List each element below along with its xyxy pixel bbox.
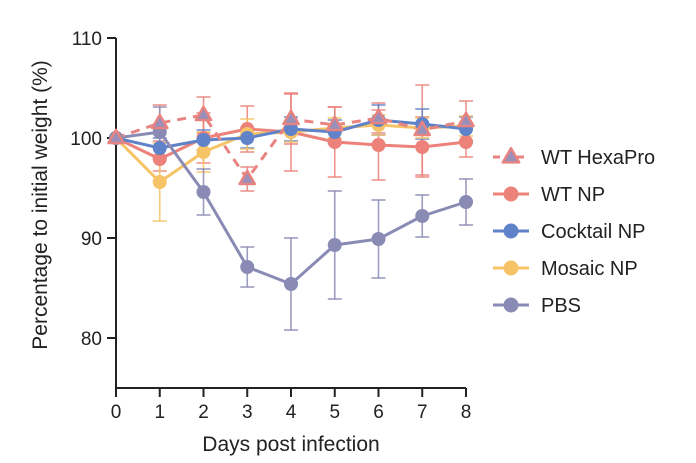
x-tick-label-4: 4 [286, 402, 297, 423]
point-wt-hexapro-3 [238, 169, 257, 186]
point-wt-hexapro-2 [194, 105, 213, 122]
point-wt-hexapro-7 [413, 120, 432, 137]
legend-marker-mosaic-np [503, 260, 519, 276]
point-cocktail-np-1 [152, 141, 167, 155]
y-tick-label-110: 110 [72, 29, 102, 50]
legend-marker-cocktail-np [503, 223, 519, 239]
point-pbs-6 [371, 232, 386, 246]
legend-label-wt-np: WT NP [541, 184, 605, 206]
legend-label-wt-hexapro: WT HexaPro [541, 147, 655, 169]
legend-marker-wt-hexapro [501, 146, 521, 164]
y-tick-label-100: 100 [70, 129, 102, 150]
point-wt-np-8 [459, 135, 473, 149]
point-pbs-8 [459, 195, 473, 209]
tick-labels: 80 90 100 110 0 1 2 3 4 5 6 7 8 [70, 29, 471, 423]
legend-marker-wt-np [503, 186, 519, 202]
point-wt-hexapro-4 [282, 109, 300, 126]
x-tick-label-6: 6 [373, 402, 384, 423]
point-mosaic-np-1 [152, 175, 167, 189]
y-tick-label-80: 80 [81, 329, 102, 350]
point-wt-hexapro-1 [150, 113, 169, 130]
point-pbs-5 [327, 238, 342, 252]
x-tick-label-0: 0 [111, 402, 122, 423]
point-cocktail-np-3 [240, 131, 255, 145]
point-pbs-2 [196, 185, 211, 199]
point-wt-np-1 [152, 152, 167, 166]
x-tick-label-2: 2 [198, 402, 209, 423]
y-tick-label-90: 90 [81, 229, 102, 250]
point-wt-hexapro-8 [457, 111, 475, 128]
point-wt-np-7 [415, 140, 430, 154]
legend: WT HexaPro WT NP Cocktail NP Mosaic NP PBS [493, 146, 655, 317]
point-wt-hexapro-0 [107, 128, 125, 145]
series-markers [107, 105, 475, 291]
point-cocktail-np-2 [196, 133, 211, 147]
y-axis-title: Percentage to initial weight (%) [29, 60, 52, 349]
legend-label-pbs: PBS [541, 295, 581, 317]
point-pbs-7 [415, 209, 430, 223]
axes [107, 37, 467, 397]
x-tick-label-7: 7 [417, 402, 428, 423]
point-pbs-4 [284, 277, 298, 291]
point-wt-hexapro-5 [325, 115, 344, 132]
point-pbs-3 [240, 260, 255, 274]
legend-label-cocktail-np: Cocktail NP [541, 221, 645, 243]
point-wt-np-5 [327, 135, 342, 149]
legend-marker-pbs [503, 297, 519, 313]
x-tick-label-3: 3 [242, 402, 253, 423]
x-tick-label-5: 5 [329, 402, 340, 423]
x-tick-label-8: 8 [461, 402, 472, 423]
legend-label-mosaic-np: Mosaic NP [541, 258, 638, 280]
x-axis-title: Days post infection [202, 433, 379, 456]
point-mosaic-np-2 [196, 145, 211, 159]
point-wt-hexapro-6 [369, 108, 388, 125]
x-tick-label-1: 1 [154, 402, 165, 423]
point-cocktail-np-4 [284, 122, 298, 136]
point-wt-np-6 [371, 138, 386, 152]
